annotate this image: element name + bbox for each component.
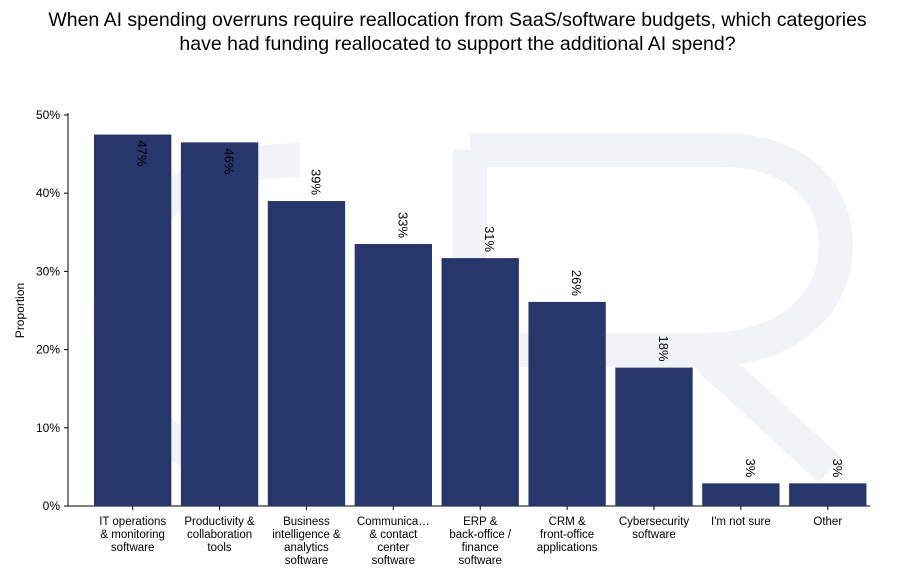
x-tick-label: Communica… & contact center software (357, 516, 430, 567)
y-tick-label: 50% (36, 108, 60, 122)
x-tick-label: CRM & front-office applications (537, 516, 598, 554)
data-label: 26% (569, 270, 584, 296)
x-tick-label: Business intelligence & analytics software (272, 516, 341, 567)
data-label: 47% (135, 141, 150, 167)
data-label: 31% (482, 226, 497, 252)
x-tick-label: I'm not sure (711, 516, 771, 528)
bar (94, 134, 172, 507)
data-label: 39% (308, 169, 323, 195)
x-tick-label-line: software (458, 555, 501, 567)
x-tick-label-line: CRM & (549, 516, 586, 528)
x-tick-label-line: collaboration (187, 529, 252, 541)
x-tick-label-line: IT operations (99, 516, 166, 528)
data-label: 33% (395, 212, 410, 238)
x-tick-label-line: intelligence & (272, 529, 341, 541)
data-label: 3% (830, 459, 845, 478)
x-tick-label-line: & monitoring (100, 529, 165, 541)
x-tick-label-line: Cybersecurity (619, 516, 690, 528)
y-tick-label: 10% (36, 421, 60, 435)
data-label: 46% (222, 148, 237, 174)
x-tick-label: Other (813, 516, 842, 528)
x-tick-label-line: software (285, 555, 328, 567)
y-tick-label: 40% (36, 186, 60, 200)
x-tick-label-line: software (632, 529, 675, 541)
y-tick-label: 0% (43, 499, 61, 513)
bar (615, 367, 693, 506)
x-tick-label-line: software (111, 542, 154, 554)
x-tick-label-line: Other (813, 516, 842, 528)
bar (528, 301, 606, 506)
bar (267, 201, 346, 506)
x-tick-label-line: finance (462, 542, 499, 554)
x-tick-label: IT operations & monitoring software (99, 516, 166, 554)
x-tick-label-line: Communica… (357, 516, 430, 528)
bar (702, 483, 780, 506)
x-tick-label: Productivity & collaboration tools (184, 516, 255, 554)
data-label: 18% (656, 336, 671, 362)
data-label: 3% (743, 459, 758, 478)
x-tick-label-line: back-office / (449, 529, 512, 541)
bar (789, 483, 867, 506)
x-tick-label-line: front-office (540, 529, 594, 541)
x-tick-label-line: Business (283, 516, 330, 528)
x-tick-label-line: ERP & (463, 516, 498, 528)
y-tick-label: 30% (36, 264, 60, 278)
x-tick-label-line: & contact (369, 529, 418, 541)
x-tick-label: ERP & back-office / finance software (449, 516, 512, 567)
x-tick-label-line: I'm not sure (711, 516, 771, 528)
x-tick-label: Cybersecurity software (619, 516, 690, 541)
bar (441, 258, 519, 506)
x-tick-label-line: tools (207, 542, 232, 554)
x-tick-label-line: software (372, 555, 415, 567)
y-axis-label: Proportion (13, 283, 27, 338)
x-tick-label-line: center (377, 542, 409, 554)
x-tick-label-line: analytics (284, 542, 329, 554)
bar (354, 244, 432, 506)
x-tick-label-line: Productivity & (184, 516, 255, 528)
y-tick-label: 20% (36, 343, 60, 357)
bar (180, 142, 259, 506)
x-tick-label-line: applications (537, 542, 598, 554)
chart-title: When AI spending overruns require reallo… (48, 9, 867, 55)
